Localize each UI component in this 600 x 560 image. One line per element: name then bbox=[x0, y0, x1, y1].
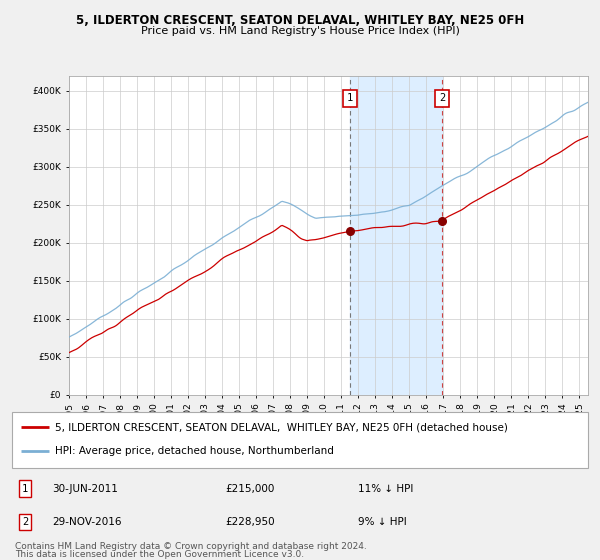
Text: 1: 1 bbox=[22, 484, 28, 493]
Text: 2: 2 bbox=[22, 517, 28, 527]
Text: 9% ↓ HPI: 9% ↓ HPI bbox=[358, 517, 406, 527]
Text: 2: 2 bbox=[439, 94, 445, 104]
Text: This data is licensed under the Open Government Licence v3.0.: This data is licensed under the Open Gov… bbox=[15, 550, 304, 559]
Text: 5, ILDERTON CRESCENT, SEATON DELAVAL, WHITLEY BAY, NE25 0FH: 5, ILDERTON CRESCENT, SEATON DELAVAL, WH… bbox=[76, 14, 524, 27]
Text: 11% ↓ HPI: 11% ↓ HPI bbox=[358, 484, 413, 493]
Text: 1: 1 bbox=[347, 94, 353, 104]
FancyBboxPatch shape bbox=[12, 412, 588, 468]
Text: 30-JUN-2011: 30-JUN-2011 bbox=[52, 484, 118, 493]
Text: £228,950: £228,950 bbox=[225, 517, 275, 527]
Text: HPI: Average price, detached house, Northumberland: HPI: Average price, detached house, Nort… bbox=[55, 446, 334, 456]
Text: Contains HM Land Registry data © Crown copyright and database right 2024.: Contains HM Land Registry data © Crown c… bbox=[15, 542, 367, 551]
Text: 29-NOV-2016: 29-NOV-2016 bbox=[52, 517, 122, 527]
Text: Price paid vs. HM Land Registry's House Price Index (HPI): Price paid vs. HM Land Registry's House … bbox=[140, 26, 460, 36]
Text: £215,000: £215,000 bbox=[225, 484, 274, 493]
Bar bbox=[350, 76, 442, 395]
Text: 5, ILDERTON CRESCENT, SEATON DELAVAL,  WHITLEY BAY, NE25 0FH (detached house): 5, ILDERTON CRESCENT, SEATON DELAVAL, WH… bbox=[55, 422, 508, 432]
